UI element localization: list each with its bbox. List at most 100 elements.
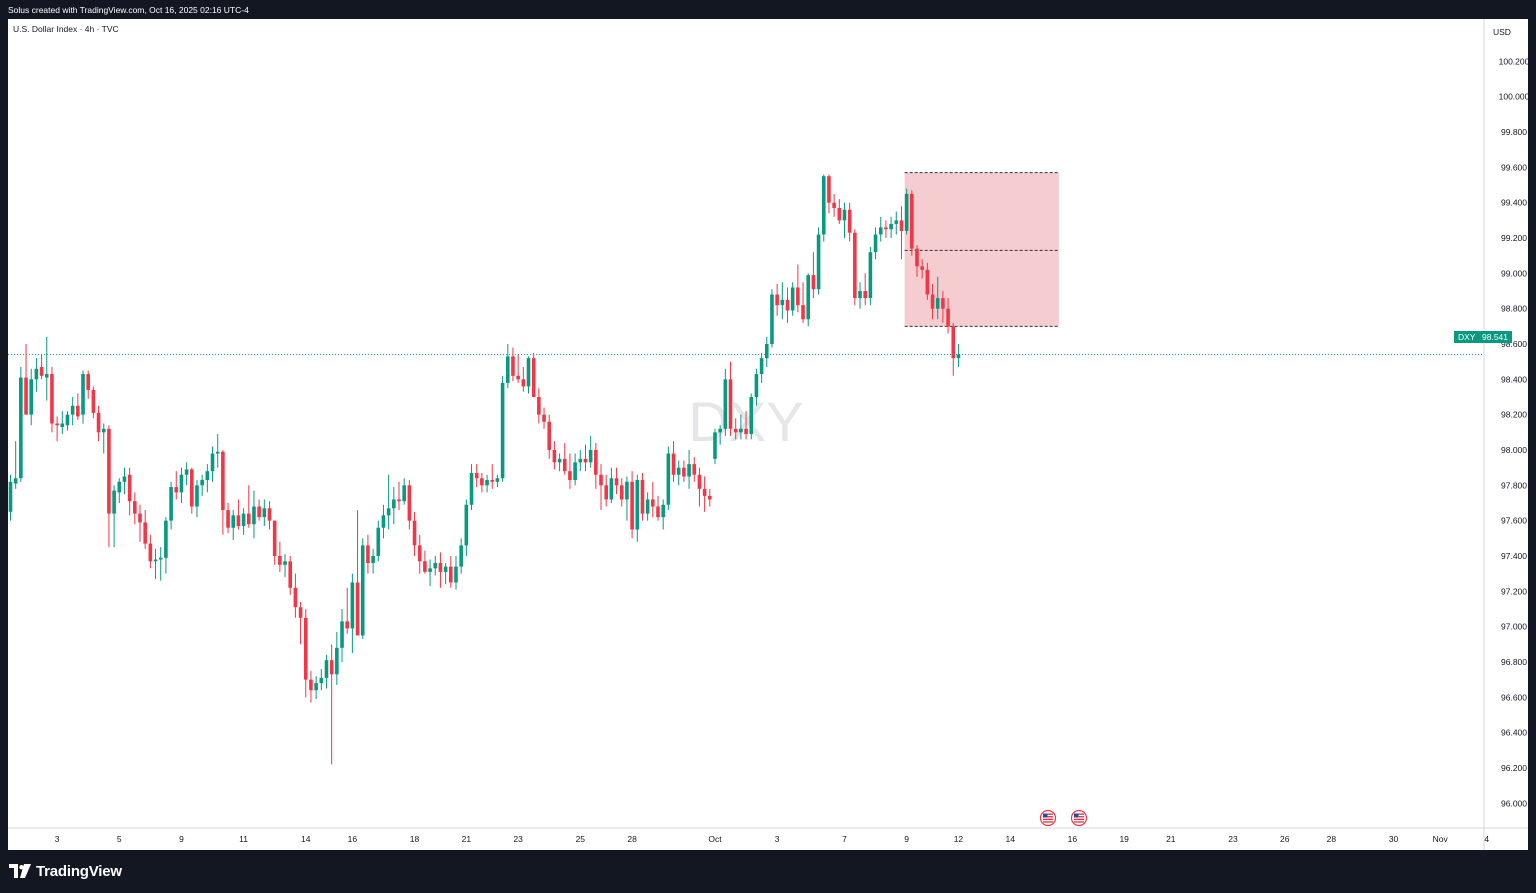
candle-body[interactable] [915, 248, 919, 267]
candle-body[interactable] [614, 478, 619, 486]
candle-body[interactable] [894, 220, 899, 224]
candle-body[interactable] [360, 545, 365, 636]
candle-body[interactable] [112, 490, 116, 514]
candle-body[interactable] [174, 487, 179, 493]
candle-body[interactable] [661, 504, 665, 518]
candle-body[interactable] [29, 379, 34, 415]
candle-body[interactable] [376, 527, 381, 556]
candle-body[interactable] [723, 379, 728, 429]
candle-body[interactable] [221, 451, 225, 511]
candle-body[interactable] [899, 220, 904, 231]
candle-body[interactable] [708, 495, 712, 500]
candle-body[interactable] [910, 193, 914, 249]
candle-body[interactable] [454, 566, 458, 583]
candle-body[interactable] [790, 287, 795, 311]
candle-body[interactable] [785, 299, 790, 311]
candle-body[interactable] [190, 469, 194, 507]
candle-body[interactable] [651, 499, 655, 507]
candle-body[interactable] [583, 458, 588, 463]
candle-body[interactable] [101, 428, 106, 433]
candle-body[interactable] [941, 298, 945, 309]
candle-body[interactable] [50, 374, 54, 424]
candle-body[interactable] [511, 356, 515, 376]
candle-body[interactable] [904, 193, 909, 231]
candle-body[interactable] [946, 308, 950, 327]
candle-body[interactable] [324, 660, 329, 678]
candle-body[interactable] [842, 209, 847, 221]
candle-body[interactable] [739, 428, 743, 433]
candle-body[interactable] [821, 176, 826, 235]
candle-body[interactable] [547, 421, 552, 450]
candle-body[interactable] [459, 545, 463, 567]
candle-body[interactable] [19, 377, 23, 479]
candle-body[interactable] [588, 449, 593, 463]
candle-body[interactable] [443, 566, 448, 572]
candle-body[interactable] [733, 428, 738, 433]
range-zone[interactable] [904, 172, 1059, 327]
candle-body[interactable] [412, 520, 417, 546]
candle-body[interactable] [143, 522, 147, 544]
candle-body[interactable] [718, 428, 722, 433]
us-flag-event-icon[interactable] [1039, 809, 1057, 827]
candle-body[interactable] [645, 499, 650, 514]
candle-body[interactable] [107, 428, 111, 514]
candle-body[interactable] [557, 458, 562, 463]
candle-body[interactable] [884, 227, 888, 230]
candle-body[interactable] [749, 397, 754, 435]
candle-body[interactable] [91, 389, 96, 413]
candle-body[interactable] [764, 344, 769, 359]
candle-body[interactable] [599, 474, 603, 486]
candle-body[interactable] [500, 382, 505, 479]
candle-body[interactable] [65, 414, 70, 426]
candle-body[interactable] [925, 269, 930, 295]
candle-body[interactable] [713, 432, 717, 459]
candle-body[interactable] [267, 508, 272, 521]
candle-body[interactable] [60, 423, 65, 428]
candle-body[interactable] [537, 397, 541, 415]
candle-body[interactable] [309, 679, 313, 691]
candle-body[interactable] [117, 481, 122, 493]
candle-body[interactable] [728, 379, 733, 429]
candle-body[interactable] [474, 472, 479, 479]
candle-body[interactable] [44, 374, 49, 378]
candle-body[interactable] [278, 555, 282, 565]
candle-body[interactable] [863, 291, 867, 299]
candle-body[interactable] [935, 298, 940, 309]
candle-body[interactable] [542, 414, 546, 422]
candle-body[interactable] [215, 451, 220, 454]
candle-body[interactable] [676, 467, 681, 475]
candle-body[interactable] [552, 449, 557, 463]
candle-body[interactable] [392, 499, 396, 509]
candle-body[interactable] [832, 202, 836, 209]
candle-body[interactable] [464, 504, 469, 546]
candle-body[interactable] [759, 358, 764, 375]
candle-body[interactable] [417, 545, 422, 562]
candle-body[interactable] [687, 464, 691, 477]
candle-body[interactable] [702, 488, 707, 496]
candle-body[interactable] [630, 481, 634, 530]
candle-body[interactable] [231, 515, 236, 528]
candle-body[interactable] [13, 478, 18, 484]
candle-body[interactable] [573, 462, 577, 481]
candle-body[interactable] [531, 358, 536, 398]
candle-body[interactable] [568, 471, 572, 481]
candle-body[interactable] [697, 474, 702, 489]
candle-body[interactable] [495, 478, 500, 482]
candle-body[interactable] [796, 287, 800, 306]
candle-body[interactable] [407, 485, 412, 521]
candle-body[interactable] [873, 234, 878, 253]
candle-body[interactable] [288, 561, 293, 588]
candle-body[interactable] [754, 374, 759, 398]
candle-body[interactable] [200, 480, 204, 486]
candle-body[interactable] [594, 449, 598, 475]
candle-body[interactable] [179, 474, 184, 493]
candle-body[interactable] [656, 506, 660, 518]
candle-body[interactable] [806, 275, 811, 320]
candle-body[interactable] [96, 412, 101, 433]
candle-body[interactable] [55, 423, 59, 426]
candle-body[interactable] [39, 366, 44, 376]
candle-body[interactable] [314, 683, 318, 691]
candle-body[interactable] [837, 208, 842, 221]
candle-body[interactable] [355, 582, 360, 636]
candle-body[interactable] [423, 561, 427, 572]
